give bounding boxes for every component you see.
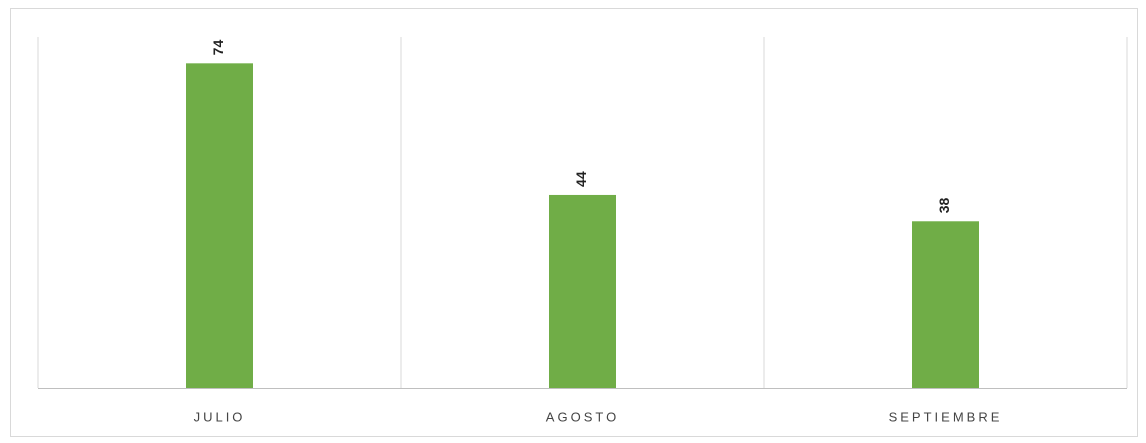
- x-tick-label: SEPTIEMBRE: [889, 409, 1003, 424]
- data-label: 44: [573, 171, 589, 187]
- x-tick-label: JULIO: [194, 409, 246, 424]
- bar: [186, 63, 253, 388]
- data-label: 74: [210, 40, 226, 56]
- x-tick-label: AGOSTO: [546, 409, 619, 424]
- bar: [549, 194, 616, 388]
- bar: [912, 221, 979, 388]
- data-label: 38: [936, 197, 952, 213]
